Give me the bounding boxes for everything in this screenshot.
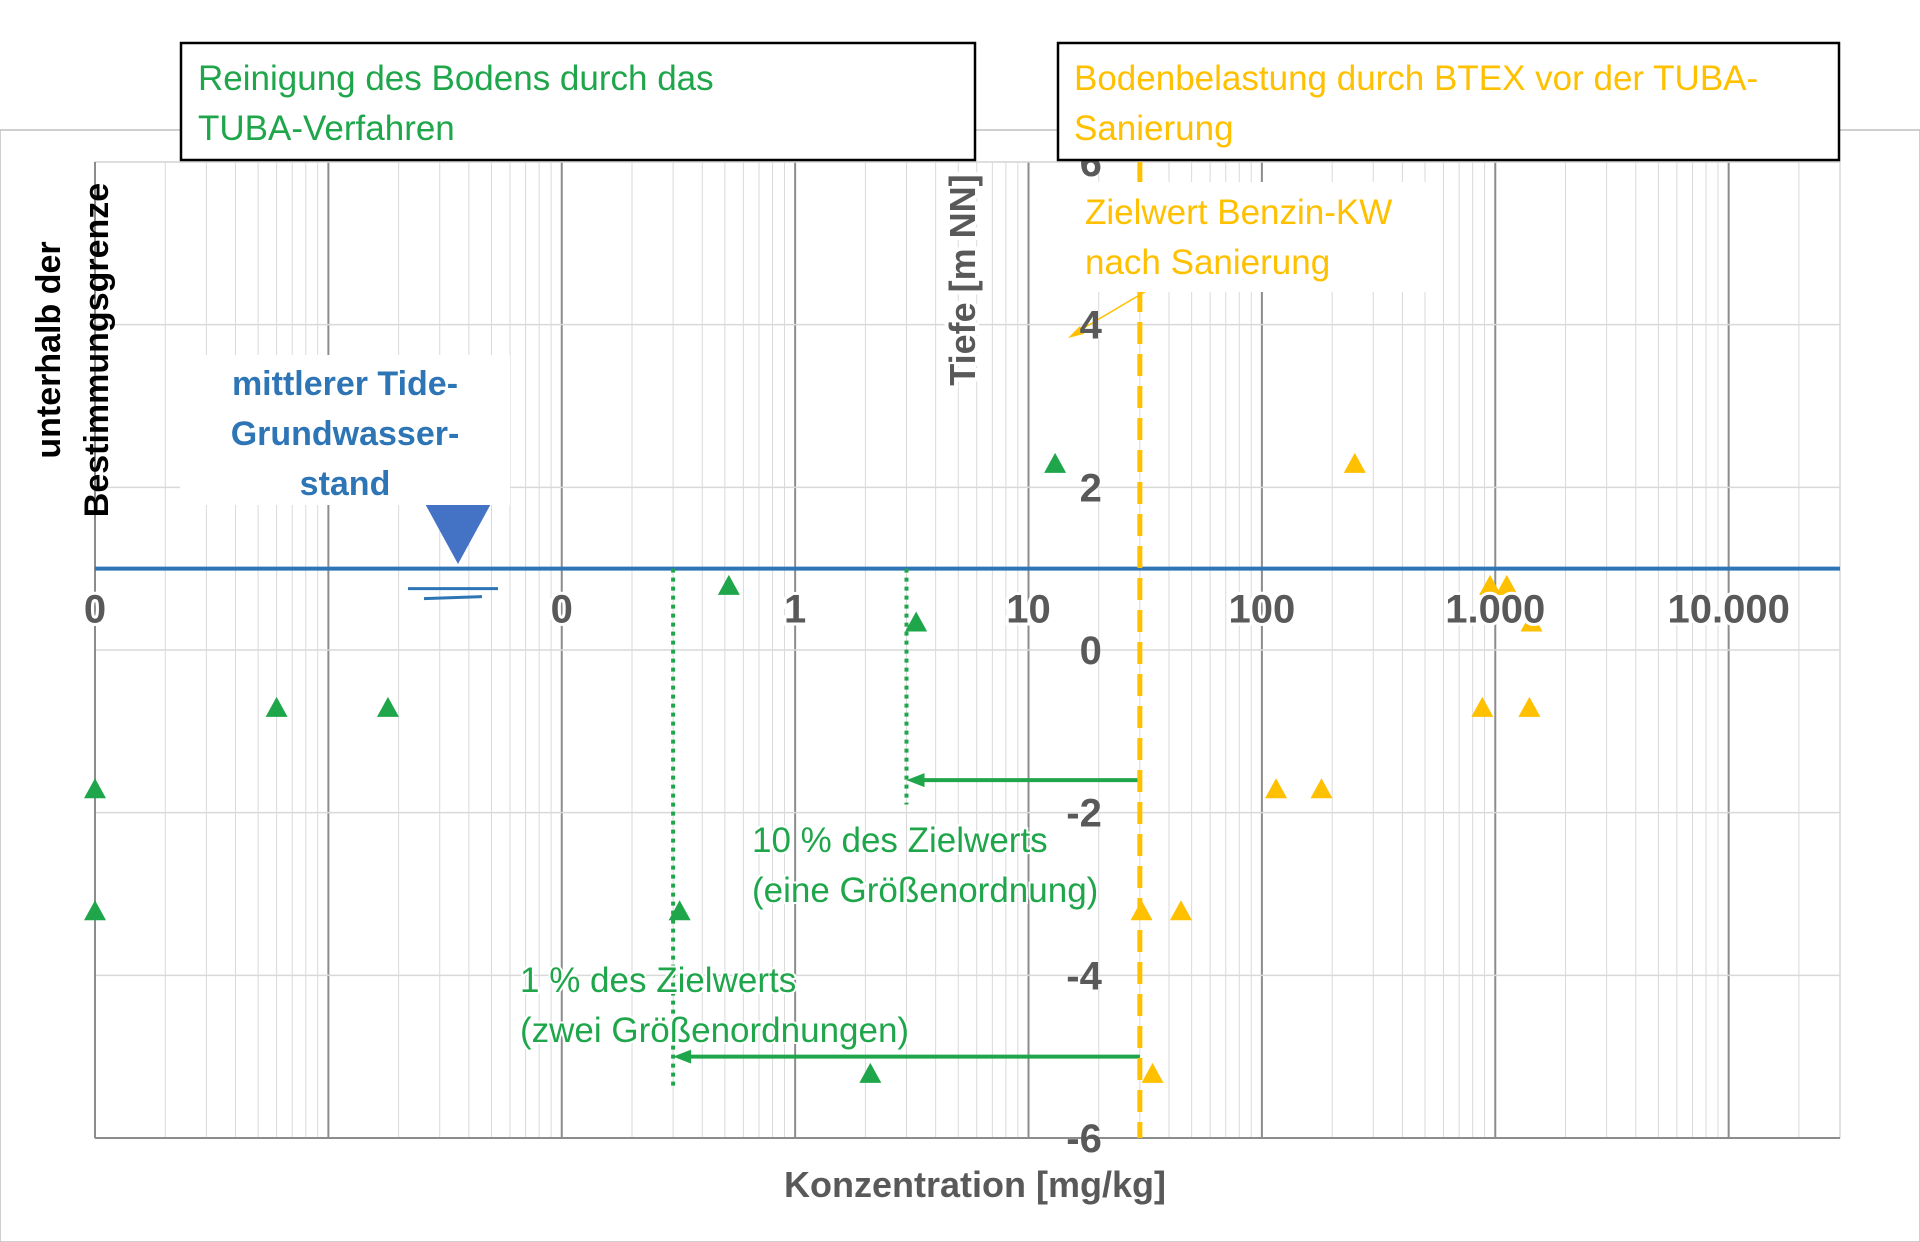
point-after-remediation xyxy=(84,900,106,921)
arrow-label-line1: 10 % des Zielwerts xyxy=(752,821,1048,860)
arrow-label-line2: (zwei Größenordnungen) xyxy=(520,1011,909,1050)
arrow-head-icon xyxy=(673,1049,692,1064)
below-detection-label-line1: unterhalb der xyxy=(30,241,68,458)
point-before-remediation xyxy=(1141,1062,1164,1083)
data-marks xyxy=(84,452,1543,1083)
target-label-line1: Zielwert Benzin-KW xyxy=(1085,193,1392,232)
axes xyxy=(94,162,1840,1139)
header-box-left-line2: TUBA-Verfahren xyxy=(198,109,455,148)
y-tick-label: 4 xyxy=(1080,304,1103,348)
groundwater-symbol-stroke-2 xyxy=(423,595,483,601)
overlays xyxy=(95,162,1840,1138)
y-axis-title: Tiefe [m NN] xyxy=(942,174,983,385)
point-after-remediation xyxy=(905,611,928,632)
x-tick-label: 0 xyxy=(84,588,106,632)
point-after-remediation xyxy=(265,696,288,717)
groundwater-label-line1: mittlerer Tide- xyxy=(232,365,458,403)
point-after-remediation xyxy=(859,1062,882,1083)
point-before-remediation xyxy=(1471,696,1494,717)
header-box-right-line2: Sanierung xyxy=(1074,109,1234,148)
point-before-remediation xyxy=(1169,900,1192,921)
groundwater-level-icon xyxy=(423,500,493,564)
x-axis-title: Konzentration [mg/kg] xyxy=(784,1164,1166,1205)
groundwater-label-background xyxy=(180,355,510,505)
point-before-remediation xyxy=(1310,778,1333,799)
point-after-remediation xyxy=(717,574,740,595)
y-tick-label: -6 xyxy=(1066,1117,1102,1161)
x-tick-label: 1.000 xyxy=(1445,588,1545,632)
point-after-remediation xyxy=(668,900,691,921)
point-before-remediation xyxy=(1265,778,1288,799)
x-tick-label: 0 xyxy=(551,588,573,632)
arrow-label-line2: (eine Größenordnung) xyxy=(752,871,1098,910)
target-label-line2: nach Sanierung xyxy=(1085,243,1330,282)
annotations: 0 0 1 10 100 1.000 10.000-6-4-20246Konzentrati… xyxy=(30,41,1841,1205)
point-after-remediation xyxy=(84,778,106,799)
point-before-remediation xyxy=(1495,574,1518,595)
header-box-left xyxy=(179,41,977,162)
point-before-remediation xyxy=(1343,452,1366,473)
target-label-leader-arrow-icon xyxy=(1068,326,1084,338)
x-tick-label: 10.000 xyxy=(1667,588,1789,632)
point-before-remediation xyxy=(1518,696,1541,717)
x-tick-label: 1 xyxy=(784,588,806,632)
arrow-head-icon xyxy=(906,773,925,788)
point-before-remediation xyxy=(1130,900,1153,921)
header-box-left-line1: Reinigung des Bodens durch das xyxy=(198,59,714,98)
point-before-remediation xyxy=(1479,574,1502,595)
x-tick-label: 10 xyxy=(1006,588,1051,632)
groundwater-label-line2: Grundwasser- xyxy=(231,415,460,453)
point-after-remediation xyxy=(1044,452,1067,473)
y-tick-label: -4 xyxy=(1066,954,1102,998)
point-before-remediation xyxy=(1520,611,1543,632)
y-tick-label: -2 xyxy=(1066,792,1102,836)
groundwater-label-line3: stand xyxy=(300,465,391,503)
y-tick-label: 0 xyxy=(1080,629,1102,673)
arrow-label-line1: 1 % des Zielwerts xyxy=(520,961,796,1000)
target-label-leader-line xyxy=(1076,289,1149,333)
y-tick-label: 2 xyxy=(1080,466,1102,510)
point-after-remediation xyxy=(376,696,399,717)
header-box-right-line1: Bodenbelastung durch BTEX vor der TUBA- xyxy=(1074,59,1758,98)
x-tick-label: 100 xyxy=(1229,588,1296,632)
header-box-right xyxy=(1056,41,1841,162)
below-detection-label-line2: Bestimmungsgrenze xyxy=(78,183,116,517)
target-label-background xyxy=(1070,182,1430,292)
